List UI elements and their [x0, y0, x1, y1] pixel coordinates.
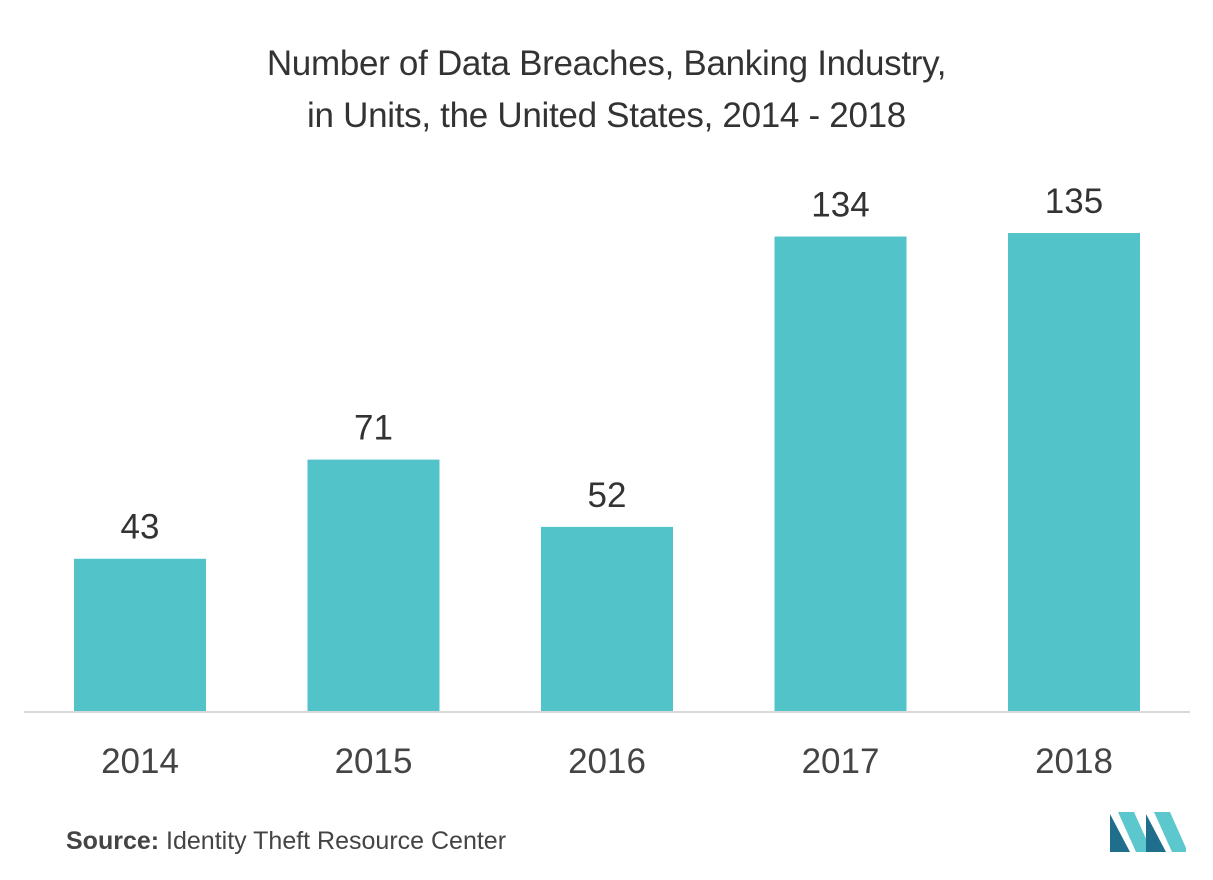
bar-2018: [1008, 233, 1140, 711]
data-label-2015: 71: [354, 409, 393, 448]
logo-shape-3: [1146, 814, 1166, 852]
x-tick-label-2018: 2018: [1035, 742, 1113, 781]
logo-shape-2: [1118, 812, 1152, 852]
source-text: Identity Theft Resource Center: [166, 827, 507, 855]
bar-2014: [74, 558, 206, 711]
x-tick-label-2015: 2015: [335, 742, 413, 781]
bar-2015: [307, 459, 440, 711]
bar-2016: [541, 526, 673, 711]
bar-2017: [774, 236, 907, 711]
data-label-2017: 134: [811, 186, 869, 225]
source-label: Source:: [66, 827, 160, 855]
chart-title-line-1: Number of Data Breaches, Banking Industr…: [266, 44, 947, 83]
chart-title: Number of Data Breaches, Banking Industr…: [0, 38, 1213, 142]
source-note: Source: Identity Theft Resource Center: [66, 827, 506, 856]
x-tick-label-2016: 2016: [568, 742, 646, 781]
mordor-intelligence-logo-icon: [1110, 812, 1186, 852]
x-tick-labels-group: 2014 2015 2016 2017 2018: [101, 742, 1113, 781]
x-tick-label-2014: 2014: [101, 742, 179, 781]
data-label-2014: 43: [121, 508, 160, 547]
x-tick-label-2017: 2017: [802, 742, 880, 781]
logo-shape-4: [1154, 812, 1186, 852]
data-label-2018: 135: [1045, 182, 1103, 221]
bars-group: [74, 233, 1140, 711]
data-labels-group: 43 71 52 134 135: [121, 182, 1104, 547]
logo-shape-1: [1110, 814, 1130, 852]
data-label-2016: 52: [588, 476, 627, 515]
chart-title-line-2: in Units, the United States, 2014 - 2018: [307, 96, 906, 135]
